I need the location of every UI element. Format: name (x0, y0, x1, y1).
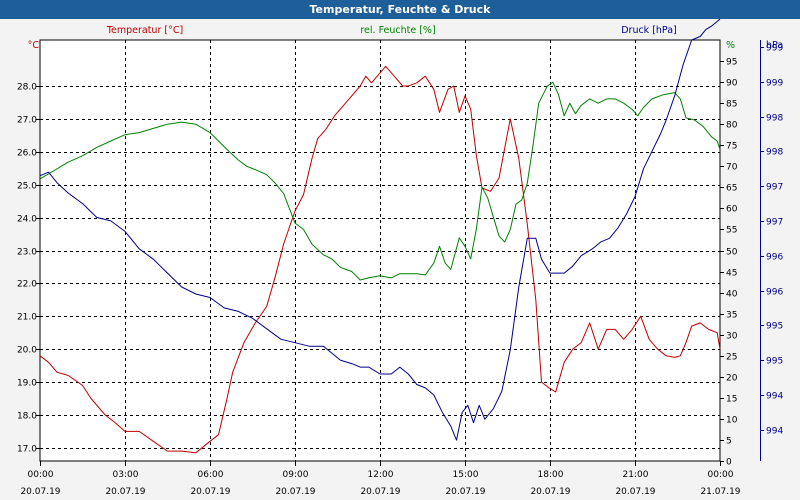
humidity-tick-label: 70 (726, 163, 738, 173)
x-tick-time: 03:00 (113, 470, 139, 480)
x-tick-date: 20.07.19 (20, 487, 60, 497)
pressure-tick-label: 996 (766, 253, 783, 263)
humidity-unit: % (726, 40, 735, 51)
pressure-line (39, 18, 721, 441)
humidity-tick-label: 90 (726, 79, 738, 89)
temp-tick-label: 17.0 (17, 445, 37, 455)
temp-tick-label: 27.0 (17, 116, 37, 126)
x-tick-date: 20.07.19 (615, 487, 655, 497)
temp-tick-label: 19.0 (17, 379, 37, 389)
pressure-tick-label: 995 (766, 322, 783, 332)
temp-tick-label: 28.0 (17, 83, 37, 93)
pressure-tick-label: 998 (766, 114, 783, 124)
humidity-tick-label: 25 (726, 353, 737, 363)
pressure-tick-label: 999 (766, 44, 783, 54)
pressure-tick-label: 997 (766, 183, 783, 193)
x-tick-time: 12:00 (368, 470, 394, 480)
humidity-tick-label: 40 (726, 290, 738, 300)
x-tick-time: 09:00 (283, 470, 309, 480)
humidity-tick-label: 0 (726, 458, 732, 468)
x-tick-time: 00:00 (28, 470, 54, 480)
pressure-tick-label: 995 (766, 357, 783, 367)
temp-tick-label: 25.0 (17, 182, 37, 192)
humidity-tick-label: 60 (726, 205, 738, 215)
window-title: Temperatur, Feuchte & Druck (0, 0, 800, 19)
x-tick-date: 20.07.19 (530, 487, 570, 497)
x-tick-time: 15:00 (453, 470, 479, 480)
humidity-tick-label: 75 (726, 142, 737, 152)
temperature-axis-title: Temperatur [°C] (106, 25, 183, 36)
series-group (39, 18, 721, 454)
humidity-tick-label: 35 (726, 311, 737, 321)
axis-labels: 00:00 20.07.19 03:00 20.07.19 06:00 20.07.19 0… (17, 25, 783, 497)
x-tick-date: 20.07.19 (190, 487, 230, 497)
grid-lines (40, 40, 720, 461)
humidity-tick-label: 50 (726, 248, 738, 258)
temp-tick-label: 20.0 (17, 346, 37, 356)
humidity-tick-label: 5 (726, 437, 732, 447)
x-tick-time: 06:00 (198, 470, 224, 480)
humidity-tick-label: 85 (726, 100, 737, 110)
pressure-tick-label: 994 (766, 427, 783, 437)
temp-tick-label: 18.0 (17, 412, 37, 422)
axes (36, 40, 764, 466)
x-tick-time: 18:00 (538, 470, 564, 480)
pressure-tick-label: 994 (766, 392, 783, 402)
x-tick-date: 20.07.19 (445, 487, 485, 497)
humidity-axis-title: rel. Feuchte [%] (360, 25, 435, 36)
pressure-tick-label: 999 (766, 79, 783, 89)
temperature-unit: °C (28, 40, 40, 51)
pressure-axis-title: Druck [hPa] (621, 25, 677, 36)
humidity-tick-label: 45 (726, 269, 737, 279)
x-tick-date: 20.07.19 (105, 487, 145, 497)
x-tick-time: 00:00 (708, 470, 734, 480)
temp-tick-label: 21.0 (17, 313, 37, 323)
temperature-line (39, 65, 721, 454)
humidity-tick-label: 10 (726, 416, 738, 426)
temp-tick-label: 24.0 (17, 215, 37, 225)
humidity-tick-label: 95 (726, 58, 737, 68)
humidity-tick-label: 15 (726, 395, 737, 405)
temp-tick-label: 26.0 (17, 149, 37, 159)
x-tick-date: 20.07.19 (360, 487, 400, 497)
pressure-unit: hPa (766, 40, 783, 51)
temp-tick-label: 23.0 (17, 248, 37, 258)
pressure-tick-label: 998 (766, 148, 783, 158)
humidity-tick-label: 55 (726, 226, 737, 236)
humidity-line (39, 81, 721, 281)
humidity-tick-label: 20 (726, 374, 738, 384)
humidity-tick-label: 80 (726, 121, 738, 131)
temp-tick-label: 22.0 (17, 280, 37, 290)
x-tick-time: 21:00 (623, 470, 649, 480)
humidity-tick-label: 65 (726, 184, 737, 194)
x-tick-date: 20.07.19 (275, 487, 315, 497)
pressure-tick-label: 996 (766, 288, 783, 298)
pressure-tick-label: 997 (766, 218, 783, 228)
x-tick-date: 21.07.19 (700, 487, 740, 497)
humidity-tick-label: 30 (726, 332, 738, 342)
